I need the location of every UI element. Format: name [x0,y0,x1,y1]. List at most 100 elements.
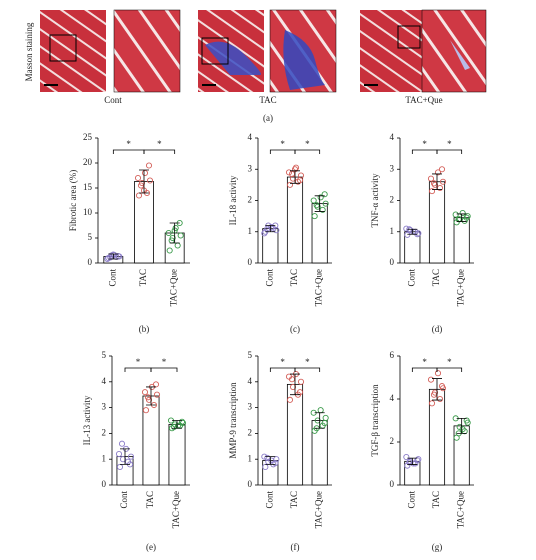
x-tick-label: TAC [431,269,441,286]
data-point [431,181,439,188]
data-point [178,418,186,425]
histology-images [40,9,487,93]
data-point [179,420,187,427]
error-bar [169,222,180,244]
y-tick-label: 3 [102,402,107,412]
y-tick-label: 5 [102,350,107,360]
ylabel: Masson staining [24,22,34,81]
significance-bracket [269,367,296,372]
y-tick-label: 2 [390,195,395,205]
y-tick-label: 20 [83,157,93,167]
data-point [410,460,417,467]
panel-label: (f) [291,542,300,552]
panel-label: (b) [139,324,150,334]
y-axis-label: IL-18 activity [228,175,238,225]
data-point [404,231,411,238]
y-tick-label: 1 [248,226,253,236]
data-point [322,414,329,421]
y-tick-label: 2 [248,195,253,205]
significance-bracket [411,367,438,372]
bar [311,203,328,264]
data-point [272,460,279,467]
data-point [438,166,446,173]
data-point [144,394,152,401]
error-bar [290,373,300,396]
data-point [463,214,470,221]
significance-bracket [436,149,463,154]
data-point [317,194,324,201]
significance-label: * [162,357,167,367]
y-tick-label: 0 [102,479,107,489]
data-point [321,420,328,427]
error-bar [290,170,300,184]
bar [142,395,160,486]
y-tick-label: 2 [248,427,253,437]
data-point [285,169,293,176]
significance-bracket [150,367,178,372]
data-point [404,462,411,469]
y-tick-label: 3 [390,163,395,173]
significance-bracket [436,367,463,372]
error-bar [265,456,276,465]
data-point [464,213,471,220]
data-point [403,453,410,461]
data-point [292,164,300,171]
data-point [428,188,436,195]
y-tick-label: 1 [102,453,107,463]
y-axis-label: MMP-9 transcription [228,382,238,459]
data-point [137,182,145,189]
x-tick-label: TAC+Que [314,491,324,528]
data-point [289,383,297,391]
y-tick-label: 5 [88,232,93,242]
significance-label: * [305,357,310,367]
error-bar [139,169,149,194]
data-point [314,417,321,424]
data-point [434,169,442,176]
error-bar [120,448,130,465]
x-tick-label: Cont [119,491,129,509]
significance-label: * [126,139,131,149]
data-point [118,440,126,447]
significance-label: * [447,139,452,149]
data-point [297,378,305,385]
y-tick-label: 4 [390,132,395,142]
significance-bracket [112,149,145,154]
data-point [119,456,127,463]
y-tick-label: 0 [390,479,395,489]
data-point [268,224,275,231]
data-point [427,175,435,182]
data-point [414,457,421,464]
panel-label: (c) [290,324,300,334]
significance-label: * [280,139,285,149]
x-tick-label: TAC [289,269,299,286]
data-point [322,200,329,207]
significance-bracket [269,149,296,154]
y-axis-label: Fibrotic area (%) [68,170,78,231]
data-point [415,456,422,463]
y-tick-label: 3 [248,163,253,173]
significance-label: * [422,357,427,367]
data-point [286,396,294,403]
y-tick-label: 25 [83,132,93,142]
data-point [142,407,150,414]
group-label: Cont [104,95,122,105]
significance-bracket [411,149,438,154]
y-tick-label: 3 [248,402,253,412]
y-tick-label: 2 [102,427,107,437]
data-point [439,178,447,185]
group-label: TAC [259,95,276,105]
error-bar [456,417,467,434]
significance-label: * [422,139,427,149]
data-point [141,389,149,396]
y-tick-label: 4 [390,393,395,403]
error-bar [314,412,325,429]
data-point [311,213,318,220]
bar [168,423,186,486]
panel-label: (d) [432,324,443,334]
data-point [134,174,142,182]
panel-label: (g) [432,542,443,552]
x-tick-label: TAC+Que [314,269,324,306]
panel-label: (a) [263,113,273,123]
data-point [434,370,442,377]
data-point [153,391,161,398]
